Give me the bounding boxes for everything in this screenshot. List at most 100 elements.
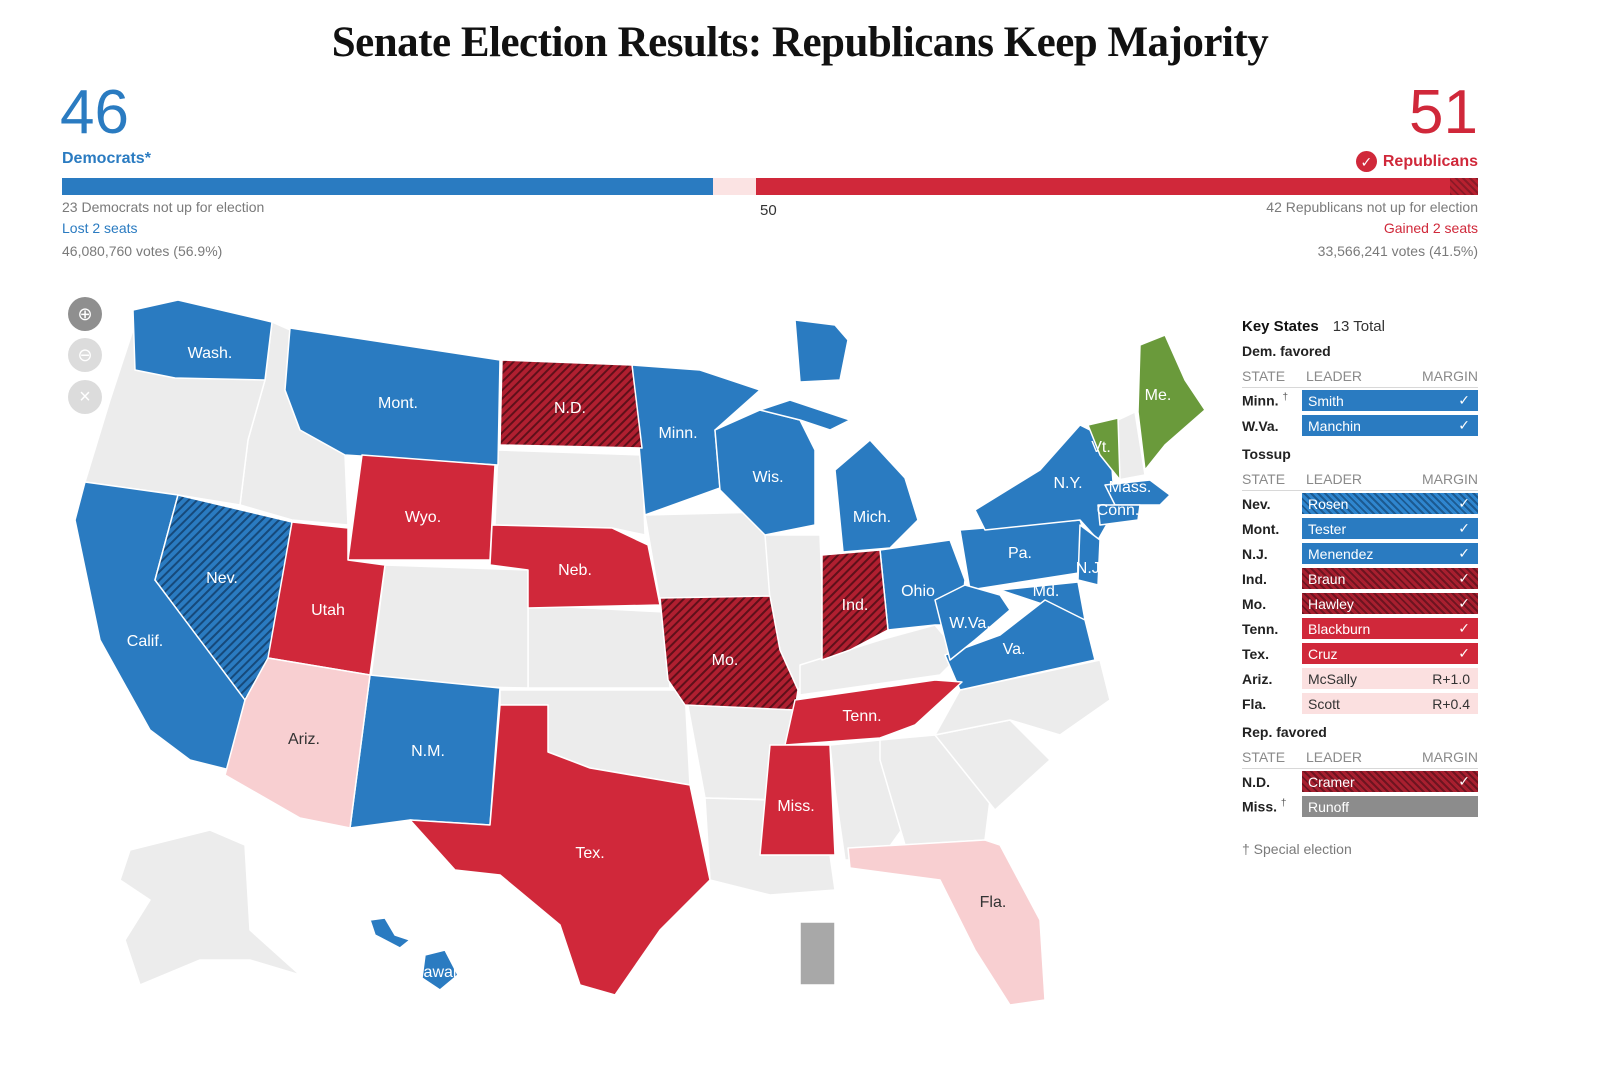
state-colorado[interactable]	[369, 564, 529, 689]
state-kansas[interactable]	[527, 604, 671, 689]
leader-cell: Rosen ✓	[1302, 493, 1478, 514]
state-west-virginia[interactable]	[934, 584, 1011, 661]
special-election-dagger: †	[1282, 392, 1288, 404]
zoom-in-button[interactable]: ⊕	[68, 297, 102, 331]
leader-name: Rosen	[1308, 495, 1349, 512]
state-montana[interactable]	[284, 327, 501, 466]
leader-cell: McSally R+1.0	[1302, 668, 1478, 689]
state-indiana[interactable]	[821, 549, 889, 661]
key-state-row[interactable]: W.Va. Manchin ✓	[1242, 413, 1478, 438]
dem-votes: 46,080,760 votes (56.9%)	[62, 243, 223, 259]
key-state-row[interactable]: Minn. † Smith ✓	[1242, 388, 1478, 413]
label-vt: Vt.	[1091, 439, 1111, 456]
rep-seat-count: 51	[1409, 78, 1478, 147]
key-state-row[interactable]: Fla. Scott R+0.4	[1242, 691, 1478, 716]
seat-bar-rep	[756, 178, 1450, 195]
margin-value: ✓	[1458, 620, 1470, 636]
state-massachusetts[interactable]	[1104, 479, 1171, 506]
margin-value: ✓	[1458, 570, 1470, 586]
margin-value: ✓	[1458, 417, 1470, 433]
state-virginia[interactable]	[944, 599, 1096, 691]
key-state-row[interactable]: Ind. Braun ✓	[1242, 566, 1478, 591]
key-state-row[interactable]: Miss. † Runoff	[1242, 794, 1478, 819]
label-ind: Ind.	[842, 597, 869, 614]
leader-name: Runoff	[1308, 798, 1349, 815]
state-florida[interactable]	[847, 839, 1046, 1006]
key-state-row[interactable]: Tenn. Blackburn ✓	[1242, 616, 1478, 641]
state-nebraska[interactable]	[489, 524, 661, 609]
label-conn: Conn.	[1097, 502, 1140, 519]
leader-name: Tester	[1308, 520, 1347, 537]
state-texas[interactable]	[409, 704, 711, 996]
margin-value: R+1.0	[1432, 670, 1470, 687]
column-header-row: STATE LEADER MARGIN	[1242, 746, 1478, 769]
leader-name: Blackburn	[1308, 620, 1371, 637]
label-pa: Pa.	[1008, 545, 1032, 562]
key-state-name: Mont.	[1242, 521, 1302, 537]
key-state-row[interactable]: Mont. Tester ✓	[1242, 516, 1478, 541]
margin-value: ✓	[1458, 595, 1470, 611]
key-state-name: N.D.	[1242, 774, 1302, 790]
column-header: LEADER	[1306, 471, 1363, 487]
dem-party-label: Democrats*	[62, 150, 151, 167]
state-new-jersey[interactable]	[1077, 524, 1101, 586]
leader-cell: Blackburn ✓	[1302, 618, 1478, 639]
state-connecticut[interactable]	[1097, 504, 1141, 526]
label-wva: W.Va.	[949, 615, 991, 632]
leader-name: McSally	[1308, 670, 1358, 687]
column-header: MARGIN	[1422, 368, 1478, 384]
label-miss: Miss.	[777, 798, 814, 815]
zoom-out-button[interactable]: ⊖	[68, 338, 102, 372]
reset-close-icon: ×	[79, 386, 91, 408]
key-state-row[interactable]: Nev. Rosen ✓	[1242, 491, 1478, 516]
label-ohio: Ohio	[901, 583, 935, 600]
seat-bar-rep-gain	[1450, 178, 1478, 195]
state-dakota-south[interactable]	[494, 449, 646, 536]
key-state-row[interactable]: N.J. Menendez ✓	[1242, 541, 1478, 566]
state-mississippi-runoff-inset[interactable]	[799, 921, 836, 986]
leader-name: Cruz	[1308, 645, 1338, 662]
key-states-header: Key States 13 Total	[1242, 318, 1478, 335]
leader-cell: Hawley ✓	[1302, 593, 1478, 614]
key-state-abbrev: Mont.	[1242, 520, 1280, 537]
label-md: Md.	[1033, 583, 1060, 600]
column-header: MARGIN	[1422, 471, 1478, 487]
state-north-carolina[interactable]	[934, 659, 1111, 736]
key-state-row[interactable]: Mo. Hawley ✓	[1242, 591, 1478, 616]
state-north-dakota[interactable]	[499, 359, 643, 449]
key-state-row[interactable]: Tex. Cruz ✓	[1242, 641, 1478, 666]
state-michigan[interactable]	[834, 439, 919, 553]
state-maine[interactable]	[1137, 334, 1206, 471]
key-state-abbrev: Tenn.	[1242, 620, 1279, 637]
label-nm: N.M.	[411, 743, 445, 760]
key-state-name: Tex.	[1242, 646, 1302, 662]
key-state-abbrev: Ind.	[1242, 570, 1267, 587]
reset-zoom-button[interactable]: ×	[68, 380, 102, 414]
state-washington[interactable]	[132, 299, 273, 381]
column-header-row: STATE LEADER MARGIN	[1242, 365, 1478, 388]
leader-name: Scott	[1308, 695, 1340, 712]
margin-value: ✓	[1458, 773, 1470, 789]
state-arizona[interactable]	[224, 657, 371, 829]
state-hawaii[interactable]	[421, 949, 459, 991]
state-mississippi[interactable]	[759, 744, 836, 856]
label-tenn: Tenn.	[842, 708, 881, 725]
key-state-row[interactable]: N.D. Cramer ✓	[1242, 769, 1478, 794]
label-ny: N.Y.	[1053, 475, 1082, 492]
key-state-row[interactable]: Ariz. McSally R+1.0	[1242, 666, 1478, 691]
key-state-name: Ind.	[1242, 571, 1302, 587]
key-state-name: Fla.	[1242, 696, 1302, 712]
state-michigan-upper[interactable]	[759, 399, 851, 431]
label-wis: Wis.	[752, 469, 783, 486]
dem-not-up: 23 Democrats not up for election	[62, 199, 265, 215]
state-alaska[interactable]	[119, 829, 301, 986]
leader-cell: Cruz ✓	[1302, 643, 1478, 664]
margin-value: ✓	[1458, 645, 1470, 661]
leader-name: Cramer	[1308, 773, 1355, 790]
group-title: Tossup	[1242, 446, 1291, 462]
state-minnesota-arrowhead[interactable]	[794, 319, 849, 383]
state-hawaii-islands[interactable]	[369, 917, 411, 949]
state-wyoming[interactable]	[347, 454, 496, 561]
state-vermont[interactable]	[1087, 417, 1121, 481]
